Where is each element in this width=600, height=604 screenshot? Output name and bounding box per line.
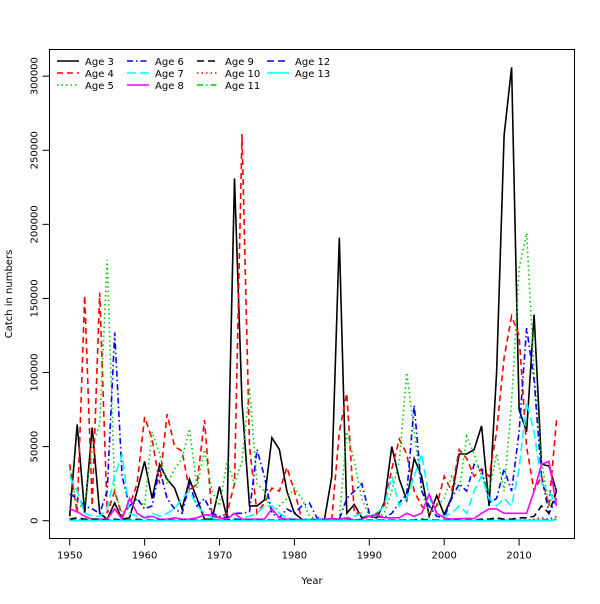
series-line-age-5	[68, 233, 558, 521]
legend-label: Age 9	[225, 57, 254, 68]
series-line-age-3	[68, 67, 558, 521]
y-tick-label: 300000	[30, 57, 41, 95]
y-tick-label: 100000	[30, 353, 41, 391]
series-line-age-6	[69, 327, 558, 521]
x-axis-label: Year	[300, 576, 323, 587]
legend-label: Age 10	[225, 69, 260, 80]
y-tick-label: 250000	[30, 131, 41, 169]
x-tick-label: 1950	[57, 551, 82, 562]
y-axis-label: Catch in numbers	[4, 250, 15, 339]
x-tick-label: 1980	[282, 551, 307, 562]
y-axis: 0 50000 100000 150000 200000 250000 300000	[30, 57, 50, 524]
plot-lines	[68, 67, 558, 522]
plot-frame	[49, 49, 575, 539]
series-line-age-4	[68, 133, 558, 521]
series-line-age-13	[69, 519, 557, 522]
legend-label: Age 6	[155, 57, 184, 68]
x-tick-label: 1990	[357, 551, 382, 562]
legend-label: Age 11	[225, 81, 260, 92]
x-tick-label: 2010	[506, 551, 531, 562]
x-tick-label: 2000	[431, 551, 456, 562]
x-tick-label: 1970	[207, 551, 232, 562]
legend-label: Age 12	[295, 57, 330, 68]
y-tick-label: 150000	[30, 279, 41, 317]
y-tick-label: 50000	[30, 431, 41, 463]
y-tick-label: 0	[30, 518, 41, 524]
legend-label: Age 8	[155, 81, 184, 92]
legend-label: Age 13	[295, 69, 330, 80]
x-tick-label: 1960	[132, 551, 157, 562]
series-line-age-7	[68, 402, 558, 521]
legend-label: Age 4	[85, 69, 114, 80]
x-axis: 1950 1960 1970 1980 1990 2000 2010	[57, 538, 532, 562]
legend-label: Age 3	[85, 57, 114, 68]
y-tick-label: 200000	[30, 205, 41, 243]
legend-label: Age 7	[155, 69, 184, 80]
legend-label: Age 5	[85, 81, 114, 92]
